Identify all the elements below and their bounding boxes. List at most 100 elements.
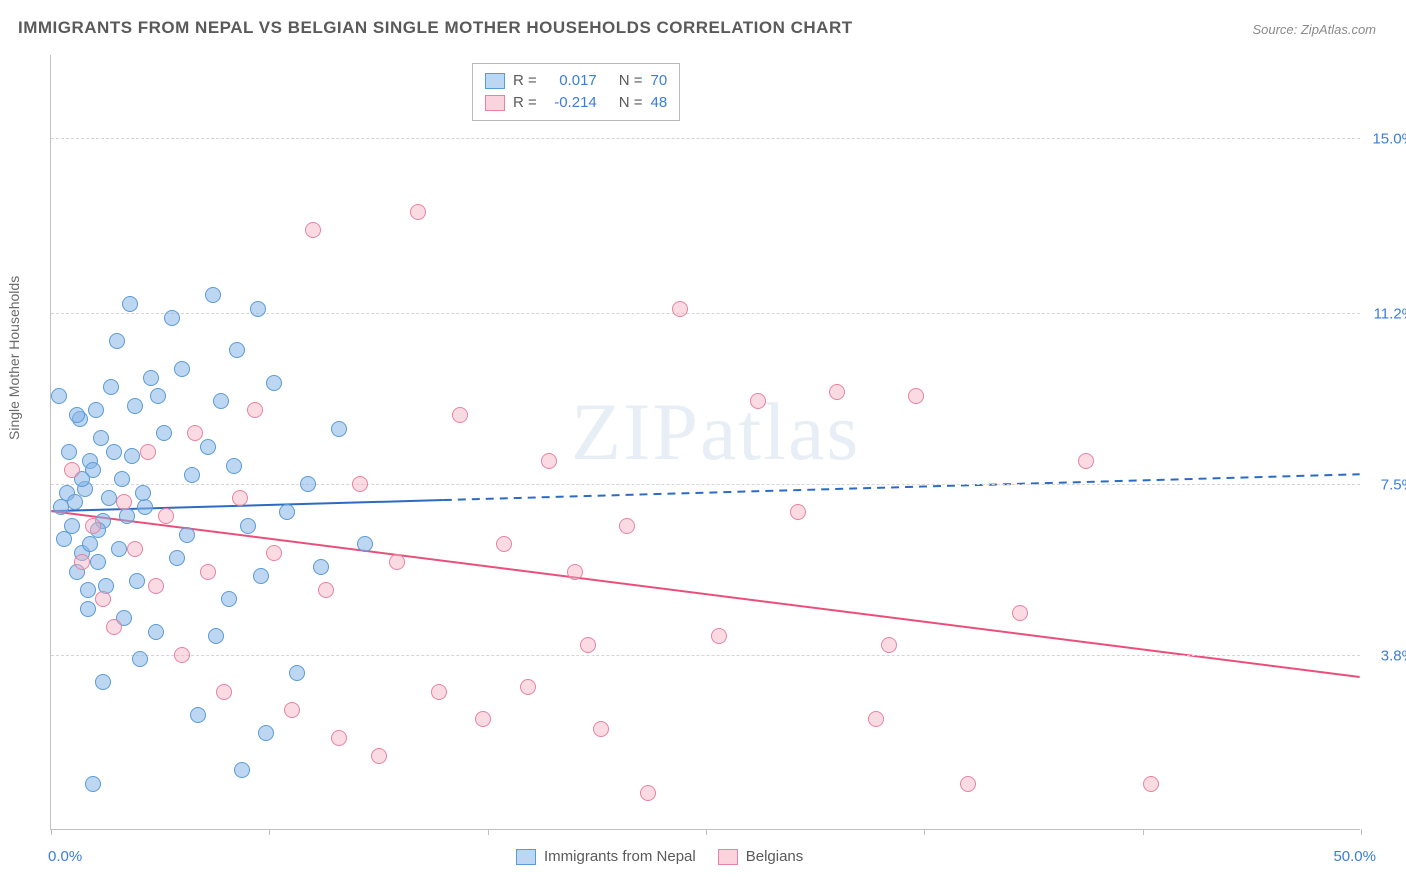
legend-row: R =0.017N =70	[485, 70, 667, 92]
legend-swatch	[516, 849, 536, 865]
data-point	[221, 591, 237, 607]
data-point	[187, 425, 203, 441]
y-tick-label: 11.2%	[1374, 306, 1406, 323]
data-point	[881, 637, 897, 653]
data-point	[85, 518, 101, 534]
data-point	[258, 725, 274, 741]
data-point	[247, 402, 263, 418]
data-point	[80, 582, 96, 598]
y-axis-label: Single Mother Households	[6, 276, 22, 440]
data-point	[95, 591, 111, 607]
data-point	[127, 398, 143, 414]
data-point	[82, 536, 98, 552]
data-point	[103, 379, 119, 395]
data-point	[232, 490, 248, 506]
data-point	[410, 204, 426, 220]
data-point	[234, 762, 250, 778]
x-tick	[269, 829, 270, 835]
data-point	[148, 624, 164, 640]
legend-n-label: N =	[619, 92, 643, 114]
data-point	[114, 471, 130, 487]
data-point	[750, 393, 766, 409]
series-legend: Immigrants from Nepal Belgians	[516, 848, 803, 865]
data-point	[64, 462, 80, 478]
data-point	[90, 554, 106, 570]
x-axis-min-label: 0.0%	[48, 848, 82, 865]
data-point	[250, 301, 266, 317]
correlation-legend: R =0.017N =70R =-0.214N =48	[472, 63, 680, 121]
x-tick	[924, 829, 925, 835]
x-tick	[706, 829, 707, 835]
data-point	[960, 776, 976, 792]
legend-r-value: -0.214	[545, 92, 597, 114]
data-point	[106, 619, 122, 635]
series-name: Immigrants from Nepal	[544, 848, 696, 865]
series-legend-item: Immigrants from Nepal	[516, 848, 696, 865]
data-point	[122, 296, 138, 312]
data-point	[389, 554, 405, 570]
data-point	[164, 310, 180, 326]
data-point	[331, 730, 347, 746]
data-point	[109, 333, 125, 349]
gridline: 7.5%	[51, 484, 1360, 485]
data-point	[431, 684, 447, 700]
data-point	[174, 647, 190, 663]
data-point	[229, 342, 245, 358]
data-point	[475, 711, 491, 727]
series-name: Belgians	[746, 848, 804, 865]
data-point	[127, 541, 143, 557]
legend-n-label: N =	[619, 70, 643, 92]
data-point	[205, 287, 221, 303]
data-point	[216, 684, 232, 700]
data-point	[95, 674, 111, 690]
data-point	[200, 564, 216, 580]
x-tick	[51, 829, 52, 835]
data-point	[619, 518, 635, 534]
data-point	[496, 536, 512, 552]
data-point	[357, 536, 373, 552]
data-point	[520, 679, 536, 695]
data-point	[169, 550, 185, 566]
data-point	[829, 384, 845, 400]
data-point	[266, 375, 282, 391]
correlation-chart: IMMIGRANTS FROM NEPAL VS BELGIAN SINGLE …	[0, 0, 1406, 892]
data-point	[74, 554, 90, 570]
data-point	[640, 785, 656, 801]
data-point	[1143, 776, 1159, 792]
data-point	[179, 527, 195, 543]
data-point	[1078, 453, 1094, 469]
data-point	[672, 301, 688, 317]
plot-area: ZIPatlas 15.0%11.2%7.5%3.8%	[50, 55, 1360, 830]
data-point	[93, 430, 109, 446]
data-point	[116, 494, 132, 510]
chart-title: IMMIGRANTS FROM NEPAL VS BELGIAN SINGLE …	[18, 18, 853, 38]
trend-lines	[51, 55, 1360, 829]
data-point	[352, 476, 368, 492]
watermark: ZIPatlas	[571, 385, 860, 479]
data-point	[150, 388, 166, 404]
data-point	[61, 444, 77, 460]
data-point	[284, 702, 300, 718]
data-point	[51, 388, 67, 404]
data-point	[868, 711, 884, 727]
data-point	[313, 559, 329, 575]
source-label: Source: ZipAtlas.com	[1252, 22, 1376, 37]
data-point	[174, 361, 190, 377]
data-point	[452, 407, 468, 423]
data-point	[111, 541, 127, 557]
data-point	[69, 407, 85, 423]
gridline: 3.8%	[51, 655, 1360, 656]
data-point	[132, 651, 148, 667]
data-point	[908, 388, 924, 404]
legend-swatch	[485, 73, 505, 89]
legend-r-label: R =	[513, 92, 537, 114]
data-point	[279, 504, 295, 520]
data-point	[184, 467, 200, 483]
data-point	[56, 531, 72, 547]
data-point	[137, 499, 153, 515]
data-point	[318, 582, 334, 598]
data-point	[580, 637, 596, 653]
data-point	[88, 402, 104, 418]
y-tick-label: 7.5%	[1381, 477, 1406, 494]
y-tick-label: 3.8%	[1381, 647, 1406, 664]
